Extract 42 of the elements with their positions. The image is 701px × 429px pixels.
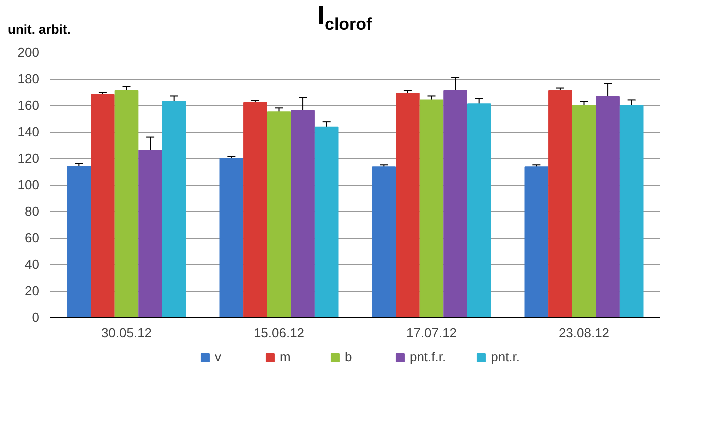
bar xyxy=(244,102,268,318)
y-axis-title: unit. arbit. xyxy=(8,22,71,37)
bar xyxy=(372,166,396,318)
legend-label: m xyxy=(280,350,292,364)
y-tick-label: 140 xyxy=(18,124,40,140)
y-tick-label: 160 xyxy=(18,98,40,113)
x-tick-label: 17.07.12 xyxy=(406,326,458,340)
x-tick-label: 30.05.12 xyxy=(101,326,152,340)
y-tick-label: 200 xyxy=(18,45,40,60)
legend-label: pnt.r. xyxy=(491,350,520,364)
x-tick-label: 23.08.12 xyxy=(558,326,610,340)
bar xyxy=(444,90,468,318)
bar xyxy=(267,112,292,318)
bar xyxy=(291,110,315,318)
legend-label: pnt.f.r. xyxy=(410,350,446,364)
y-tick-label: 40 xyxy=(25,257,40,272)
y-tick-label: 60 xyxy=(25,230,40,246)
bar xyxy=(467,104,492,318)
y-tick-label: 80 xyxy=(25,204,40,219)
chart-title: I$_{clorof}$ xyxy=(318,0,372,34)
bar xyxy=(572,105,596,318)
bar xyxy=(396,93,420,318)
y-tick-label: 180 xyxy=(18,72,40,86)
bar xyxy=(114,90,139,318)
bar xyxy=(162,101,186,318)
y-tick-label: 20 xyxy=(25,284,40,298)
bar xyxy=(91,94,115,318)
bar xyxy=(220,158,244,318)
x-tick-label: 15.06.12 xyxy=(254,326,305,340)
legend-label: b xyxy=(344,350,354,364)
bar xyxy=(596,96,620,318)
bar xyxy=(620,105,644,318)
legend-label: v xyxy=(214,350,222,364)
bar xyxy=(67,166,92,318)
bar xyxy=(314,126,339,318)
bar xyxy=(420,100,444,318)
y-tick-label: 100 xyxy=(18,178,40,192)
y-tick-label: 0 xyxy=(32,310,40,325)
bar xyxy=(524,166,549,318)
bar xyxy=(138,150,162,318)
bar xyxy=(548,90,572,318)
y-tick-label: 120 xyxy=(18,151,40,166)
